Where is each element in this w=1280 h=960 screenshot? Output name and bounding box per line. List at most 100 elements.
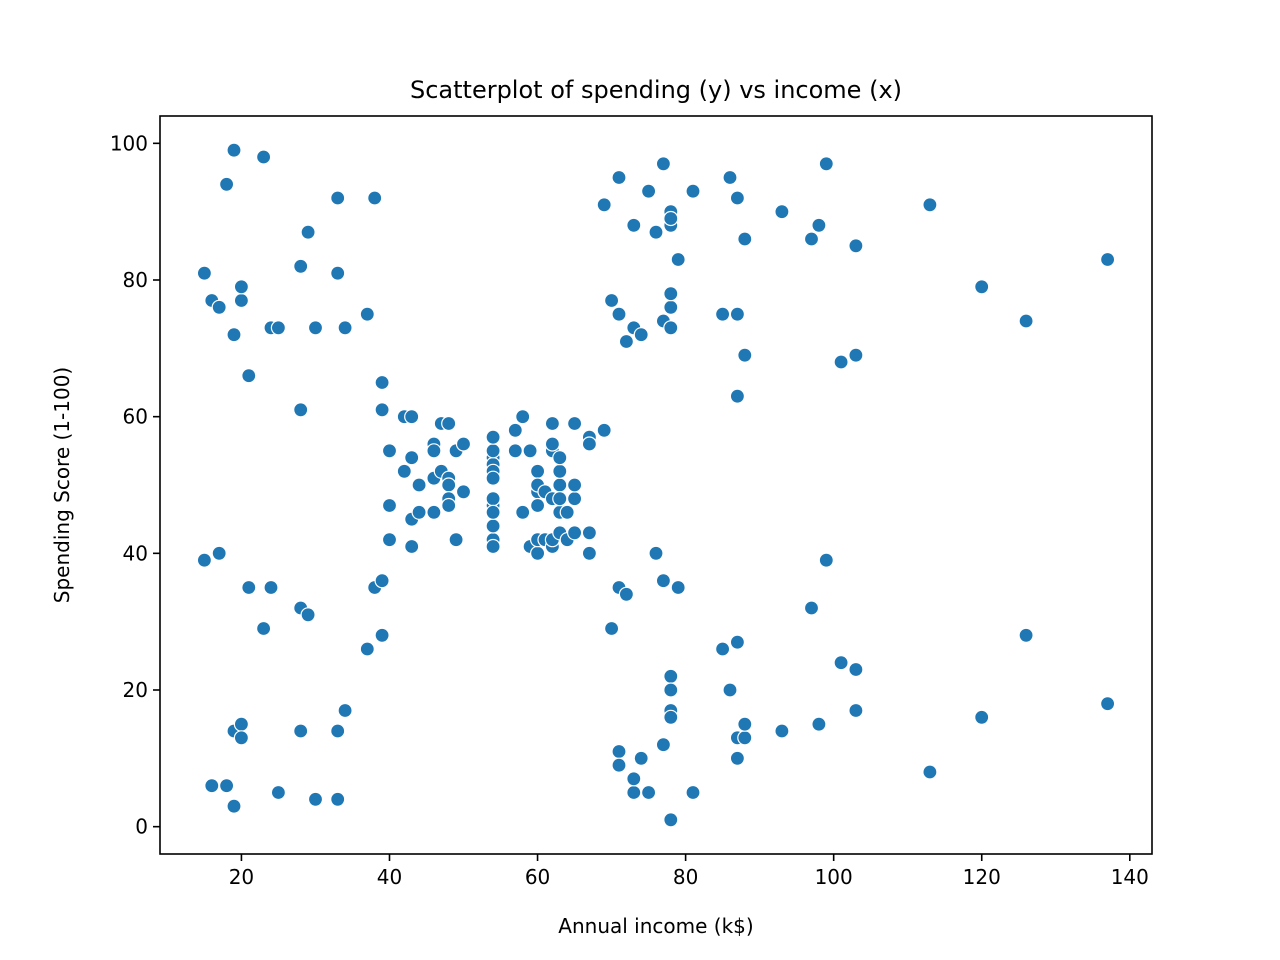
data-point — [411, 504, 427, 520]
data-point — [714, 306, 731, 322]
data-point — [1099, 696, 1116, 712]
data-point — [803, 600, 820, 616]
data-point — [559, 504, 575, 520]
data-point — [455, 436, 472, 452]
data-point — [455, 484, 472, 500]
y-axis-label: Spending Score (1-100) — [50, 367, 74, 603]
data-point — [618, 333, 635, 350]
x-tick-label: 60 — [525, 865, 550, 889]
data-point — [219, 176, 235, 192]
data-point — [374, 573, 390, 589]
data-point — [381, 532, 398, 548]
chart-title: Scatterplot of spending (y) vs income (x… — [410, 76, 902, 104]
data-point — [670, 579, 686, 596]
data-point — [426, 443, 442, 459]
data-point — [737, 730, 753, 746]
data-point — [552, 491, 568, 507]
data-point — [485, 429, 501, 445]
data-point — [722, 682, 738, 698]
data-point — [233, 730, 249, 746]
data-point — [811, 217, 827, 233]
data-point — [655, 737, 672, 753]
data-point — [818, 552, 834, 568]
x-tick-label: 20 — [229, 865, 254, 889]
x-axis-ticks: 20 40 60 80 100 120 140 — [229, 854, 1149, 889]
x-tick-label: 100 — [815, 865, 853, 889]
data-point — [196, 552, 212, 568]
data-point — [330, 791, 346, 807]
data-point — [729, 190, 746, 206]
data-point — [485, 504, 501, 520]
data-point — [441, 497, 457, 514]
data-point — [663, 210, 679, 227]
data-point — [196, 265, 212, 281]
data-point — [774, 723, 790, 739]
data-point — [300, 224, 316, 240]
data-point — [603, 292, 620, 309]
data-point — [663, 709, 679, 725]
data-point — [337, 702, 353, 719]
data-point — [729, 750, 746, 766]
data-point — [374, 374, 390, 391]
data-point — [618, 586, 635, 602]
data-point — [307, 320, 324, 336]
data-point — [337, 320, 353, 336]
data-point — [655, 573, 672, 589]
data-point — [633, 750, 649, 766]
data-point — [330, 190, 346, 206]
data-point — [241, 368, 257, 384]
data-point — [226, 327, 242, 343]
data-point — [485, 518, 501, 534]
data-point — [714, 641, 731, 657]
data-point — [404, 450, 420, 466]
data-point — [485, 470, 501, 486]
data-point — [233, 292, 249, 309]
data-point — [300, 607, 316, 623]
data-point — [233, 279, 249, 295]
data-point — [722, 169, 738, 186]
data-point — [485, 491, 501, 507]
data-point — [729, 306, 746, 322]
data-point — [848, 702, 864, 719]
data-point — [566, 525, 583, 541]
y-tick-label: 100 — [110, 131, 148, 155]
data-point — [611, 743, 627, 760]
data-point — [367, 190, 383, 206]
data-point — [581, 545, 598, 561]
data-point — [663, 320, 679, 336]
data-point — [256, 149, 272, 165]
data-point — [330, 265, 346, 281]
data-point — [485, 538, 501, 555]
data-point — [633, 327, 649, 343]
data-point — [256, 620, 272, 637]
data-point — [922, 197, 938, 213]
data-point — [663, 668, 679, 684]
data-point — [226, 142, 242, 158]
data-point — [307, 791, 324, 807]
data-point — [381, 443, 398, 459]
points-layer — [196, 142, 1116, 828]
data-point — [426, 504, 442, 520]
data-point — [211, 545, 227, 561]
data-point — [529, 497, 546, 514]
data-point — [552, 477, 568, 493]
y-tick-label: 40 — [123, 541, 148, 565]
data-point — [670, 251, 686, 268]
data-point — [663, 812, 679, 828]
data-point — [515, 504, 531, 520]
data-point — [529, 545, 546, 561]
data-point — [270, 320, 286, 336]
data-point — [263, 579, 279, 596]
data-point — [359, 306, 375, 322]
data-point — [774, 204, 790, 220]
data-point — [211, 299, 227, 315]
x-tick-label: 140 — [1111, 865, 1149, 889]
data-point — [441, 477, 457, 493]
y-tick-label: 60 — [123, 405, 148, 429]
data-point — [685, 784, 701, 801]
data-point — [974, 279, 990, 295]
data-point — [448, 532, 464, 548]
data-point — [544, 415, 561, 432]
data-point — [648, 224, 664, 240]
